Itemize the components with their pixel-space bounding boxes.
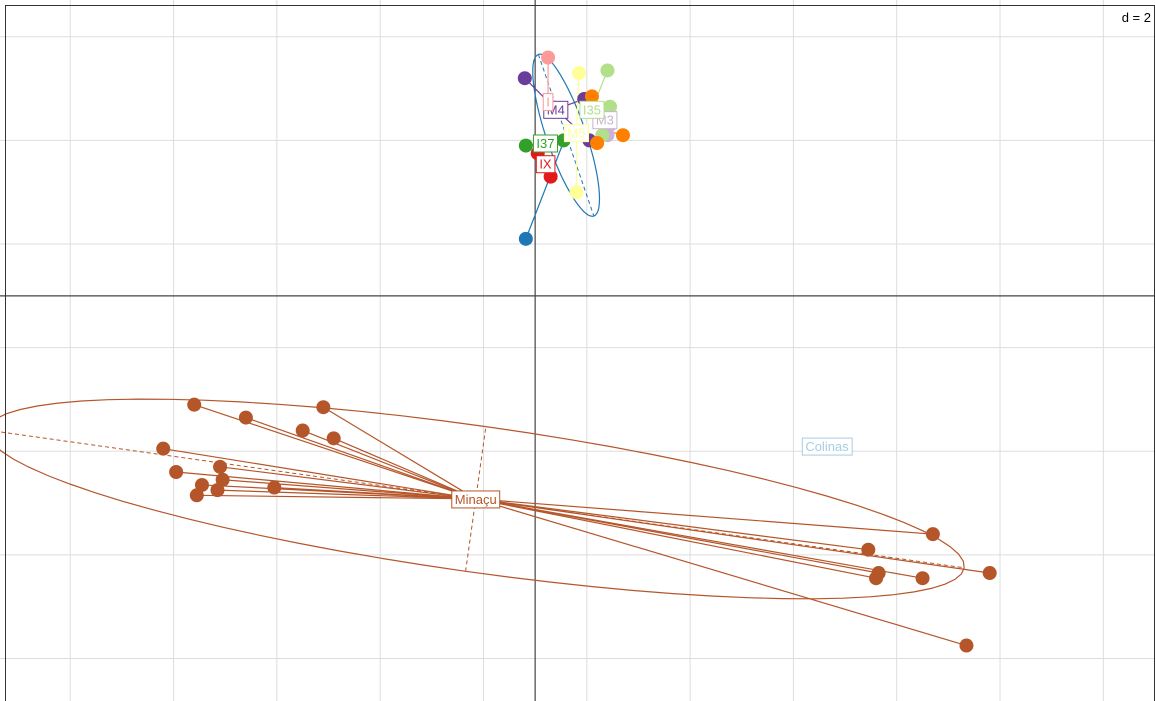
ix-label: IX — [539, 157, 552, 172]
mina-u-spoke — [475, 498, 967, 647]
mina-u-spoke — [222, 479, 476, 500]
group-10-spoke — [525, 135, 567, 240]
mina-u-label-box — [451, 490, 501, 509]
mina-u-point — [238, 410, 253, 425]
group-spokes — [163, 57, 990, 647]
mina-u-point — [326, 431, 341, 446]
i-label-box — [542, 93, 554, 112]
mina-u-spoke — [217, 489, 476, 500]
i-point — [541, 50, 556, 65]
i35-point — [600, 63, 615, 78]
i35-label: I35 — [583, 102, 601, 117]
mina-u-point — [267, 480, 282, 495]
m5-point — [572, 66, 587, 81]
mina-u-point — [187, 397, 202, 412]
mina-u-spoke — [219, 466, 476, 500]
mina-u-ellipse — [0, 398, 965, 600]
i37-point — [518, 138, 533, 153]
mina-u-point — [915, 571, 930, 586]
mina-u-spoke — [475, 498, 877, 579]
mina-u-point — [925, 527, 940, 542]
m5-spoke — [575, 73, 580, 133]
i35-label-box — [579, 100, 605, 119]
mina-u-spoke — [163, 448, 476, 500]
m4-point — [517, 71, 532, 86]
mina-u-point — [194, 477, 209, 492]
mina-u-point — [316, 400, 331, 415]
group-9-point — [615, 128, 630, 143]
m5-point — [569, 185, 584, 200]
mina-u-point — [169, 464, 184, 479]
mina-u-spoke — [196, 494, 476, 500]
mina-u-label: Minaçu — [455, 492, 497, 507]
mina-u-spoke — [475, 498, 990, 574]
mina-u-point — [295, 423, 310, 438]
scale-label: d = 2 — [1122, 10, 1151, 25]
mina-u-point — [189, 488, 204, 503]
mina-u-point — [156, 441, 171, 456]
ix-label-box — [535, 155, 556, 174]
mina-u-spoke — [475, 498, 869, 551]
mina-u-point — [213, 459, 228, 474]
i-label: I — [546, 95, 550, 110]
mina-u-spoke — [475, 498, 933, 535]
mina-u-spoke — [475, 498, 923, 579]
group-9-point — [584, 89, 599, 104]
mina-u-point — [215, 472, 230, 487]
mina-u-spoke — [333, 437, 476, 500]
group-ellipses — [0, 53, 965, 600]
i35-point — [603, 99, 618, 114]
i37-label-box — [532, 134, 559, 153]
mina-u-point — [869, 571, 884, 586]
data-points — [156, 50, 997, 653]
colinas-label: Colinas — [805, 439, 849, 454]
mina-u-spoke — [194, 404, 476, 500]
m5-label: M5 — [567, 126, 585, 141]
mina-u-point — [959, 638, 974, 653]
mina-u-point — [861, 542, 876, 557]
group-10-point — [518, 231, 533, 246]
i37-label: I37 — [536, 136, 554, 151]
mina-u-point — [210, 483, 225, 498]
colinas-label-box — [801, 437, 853, 456]
mina-u-point — [982, 566, 997, 581]
m5-label-box — [563, 124, 589, 143]
mina-u-spoke — [323, 406, 477, 500]
group-9-point — [590, 135, 605, 150]
mina-u-spoke — [274, 486, 476, 500]
mina-u-spoke — [245, 417, 476, 500]
